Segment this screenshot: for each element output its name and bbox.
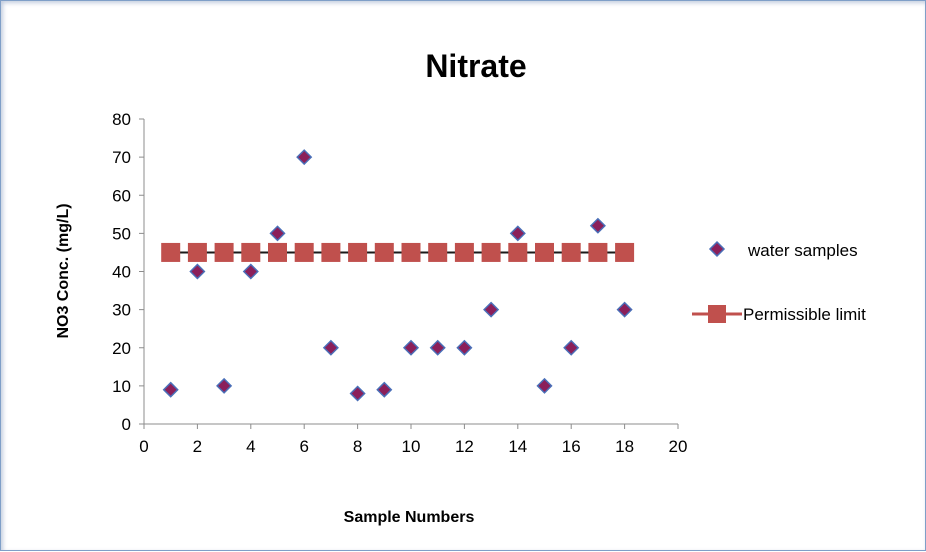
water-sample-point [162, 381, 179, 398]
x-tick-label: 20 [669, 437, 688, 456]
legend-diamond-marker [708, 240, 726, 258]
permissible-limit-marker [481, 242, 501, 262]
x-tick-label: 0 [139, 437, 148, 456]
y-tick-label: 30 [112, 301, 131, 320]
legend-label-water-samples: water samples [747, 241, 858, 260]
permissible-limit-marker [214, 242, 234, 262]
permissible-limit-marker [588, 242, 608, 262]
permissible-limit-marker [561, 242, 581, 262]
y-tick-label: 40 [112, 263, 131, 282]
y-tick-label: 60 [112, 186, 131, 205]
x-tick-label: 10 [402, 437, 421, 456]
x-ticks: 0 2 4 6 8 10 12 14 16 18 20 [139, 424, 687, 456]
permissible-limit-marker [401, 242, 421, 262]
x-tick-label: 18 [615, 437, 634, 456]
permissible-limit-marker [428, 242, 448, 262]
x-tick-label: 4 [246, 437, 255, 456]
water-sample-point [216, 377, 233, 394]
y-ticks: 0 10 20 30 40 50 60 70 80 [112, 110, 144, 434]
legend-label-permissible-limit: Permissible limit [743, 305, 866, 324]
permissible-limit-marker [535, 242, 554, 262]
permissible-limit-marker [615, 242, 635, 262]
water-sample-point [563, 339, 580, 356]
y-tick-label: 80 [112, 110, 131, 129]
y-tick-label: 70 [112, 148, 131, 167]
permissible-limit-marker [508, 242, 528, 262]
y-tick-label: 10 [112, 377, 131, 396]
permissible-limit-marker [348, 242, 368, 262]
legend: water samples Permissible limit [692, 240, 866, 324]
water-sample-point [456, 339, 473, 356]
water-sample-point [242, 263, 259, 280]
water-sample-point [269, 225, 286, 242]
chart-title: Nitrate [425, 48, 526, 84]
permissible-limit-marker [454, 242, 474, 262]
x-tick-label: 14 [508, 437, 527, 456]
water-sample-point [536, 377, 553, 394]
x-axis-title: Sample Numbers [344, 509, 475, 526]
water-samples-series [162, 149, 633, 402]
x-tick-label: 6 [299, 437, 308, 456]
x-tick-label: 12 [455, 437, 474, 456]
water-sample-point [429, 339, 446, 356]
water-sample-point [296, 149, 313, 166]
x-tick-label: 16 [562, 437, 581, 456]
water-sample-point [589, 217, 606, 234]
water-sample-point [483, 301, 500, 318]
water-sample-point [376, 381, 393, 398]
legend-square-marker [708, 305, 726, 323]
y-tick-label: 0 [122, 415, 131, 434]
x-tick-label: 2 [193, 437, 202, 456]
legend-item-permissible-limit: Permissible limit [692, 305, 866, 324]
water-sample-point [322, 339, 339, 356]
water-sample-point [349, 385, 366, 402]
permissible-limit-marker [187, 242, 207, 262]
legend-item-water-samples: water samples [708, 240, 858, 260]
water-sample-point [189, 263, 206, 280]
water-sample-point [509, 225, 526, 242]
water-sample-point [616, 301, 633, 318]
permissible-limit-marker [294, 242, 314, 262]
water-sample-point [402, 339, 420, 356]
permissible-limit-series [161, 242, 635, 262]
y-tick-label: 50 [112, 224, 131, 243]
permissible-limit-marker [161, 242, 181, 262]
y-axis-title: NO3 Conc. (mg/L) [55, 203, 72, 338]
permissible-limit-marker [374, 242, 394, 262]
x-tick-label: 8 [353, 437, 362, 456]
permissible-limit-marker [268, 242, 287, 262]
permissible-limit-marker [241, 242, 261, 262]
y-tick-label: 20 [112, 339, 131, 358]
permissible-limit-marker [321, 242, 341, 262]
